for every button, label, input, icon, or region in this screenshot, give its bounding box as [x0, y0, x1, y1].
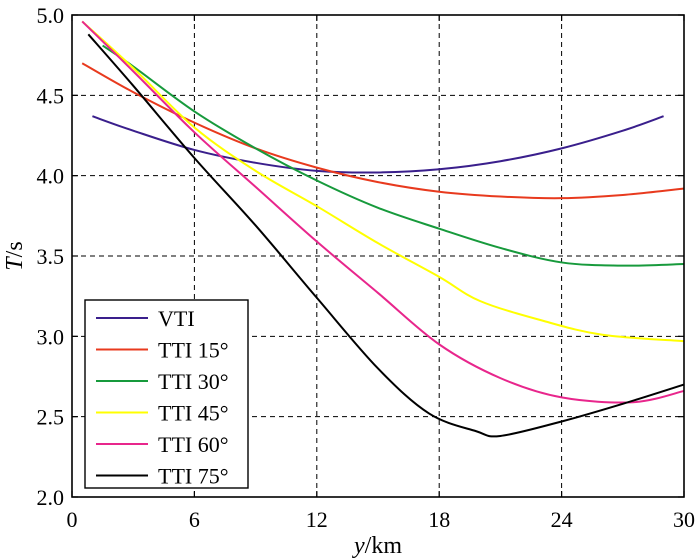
series-line-0	[92, 115, 664, 174]
series-line-2	[102, 44, 685, 267]
x-axis-label-unit: /km	[365, 533, 403, 559]
x-tick-label: 24	[551, 507, 573, 532]
legend-label-0: VTI	[158, 306, 195, 331]
y-tick-label: 2.0	[37, 485, 65, 510]
series-line-4	[81, 20, 685, 404]
y-tick-label: 3.0	[37, 324, 65, 349]
x-tick-label: 12	[306, 507, 328, 532]
x-axis-label-var: y	[352, 533, 365, 559]
x-axis-label: y/km	[352, 533, 402, 559]
y-axis-label: T/s	[2, 241, 28, 270]
series-line-3	[81, 20, 685, 343]
legend-label-5: TTI 75°	[158, 464, 229, 489]
legend-label-2: TTI 30°	[158, 369, 229, 394]
y-axis-label-unit: /s	[2, 241, 28, 257]
y-tick-label: 3.5	[37, 244, 65, 269]
legend-box	[84, 299, 249, 489]
x-tick-label: 30	[673, 507, 695, 532]
x-tick-label: 6	[189, 507, 200, 532]
y-tick-label: 5.0	[37, 3, 65, 28]
legend-label-1: TTI 15°	[158, 338, 229, 363]
y-axis-label-var: T	[2, 256, 28, 271]
legend: VTI TTI 15° TTI 30° TTI 45° TTI 60° TTI 75°	[84, 299, 249, 489]
y-tick-label: 4.0	[37, 164, 65, 189]
y-tick-label: 2.5	[37, 405, 65, 430]
x-tick-label: 18	[428, 507, 450, 532]
legend-label-3: TTI 45°	[158, 401, 229, 426]
series-lines	[81, 20, 685, 438]
x-tick-label: 0	[67, 507, 78, 532]
y-tick-label: 4.5	[37, 83, 65, 108]
tick-labels: 0 6 12 18 24 30 2.0 2.5 3.0 3.5 4.0 4.5 5.0	[37, 3, 696, 532]
series-line-5	[87, 33, 685, 438]
series-line-1	[81, 62, 685, 200]
legend-label-4: TTI 60°	[158, 432, 229, 457]
axis-ticks	[71, 14, 685, 498]
